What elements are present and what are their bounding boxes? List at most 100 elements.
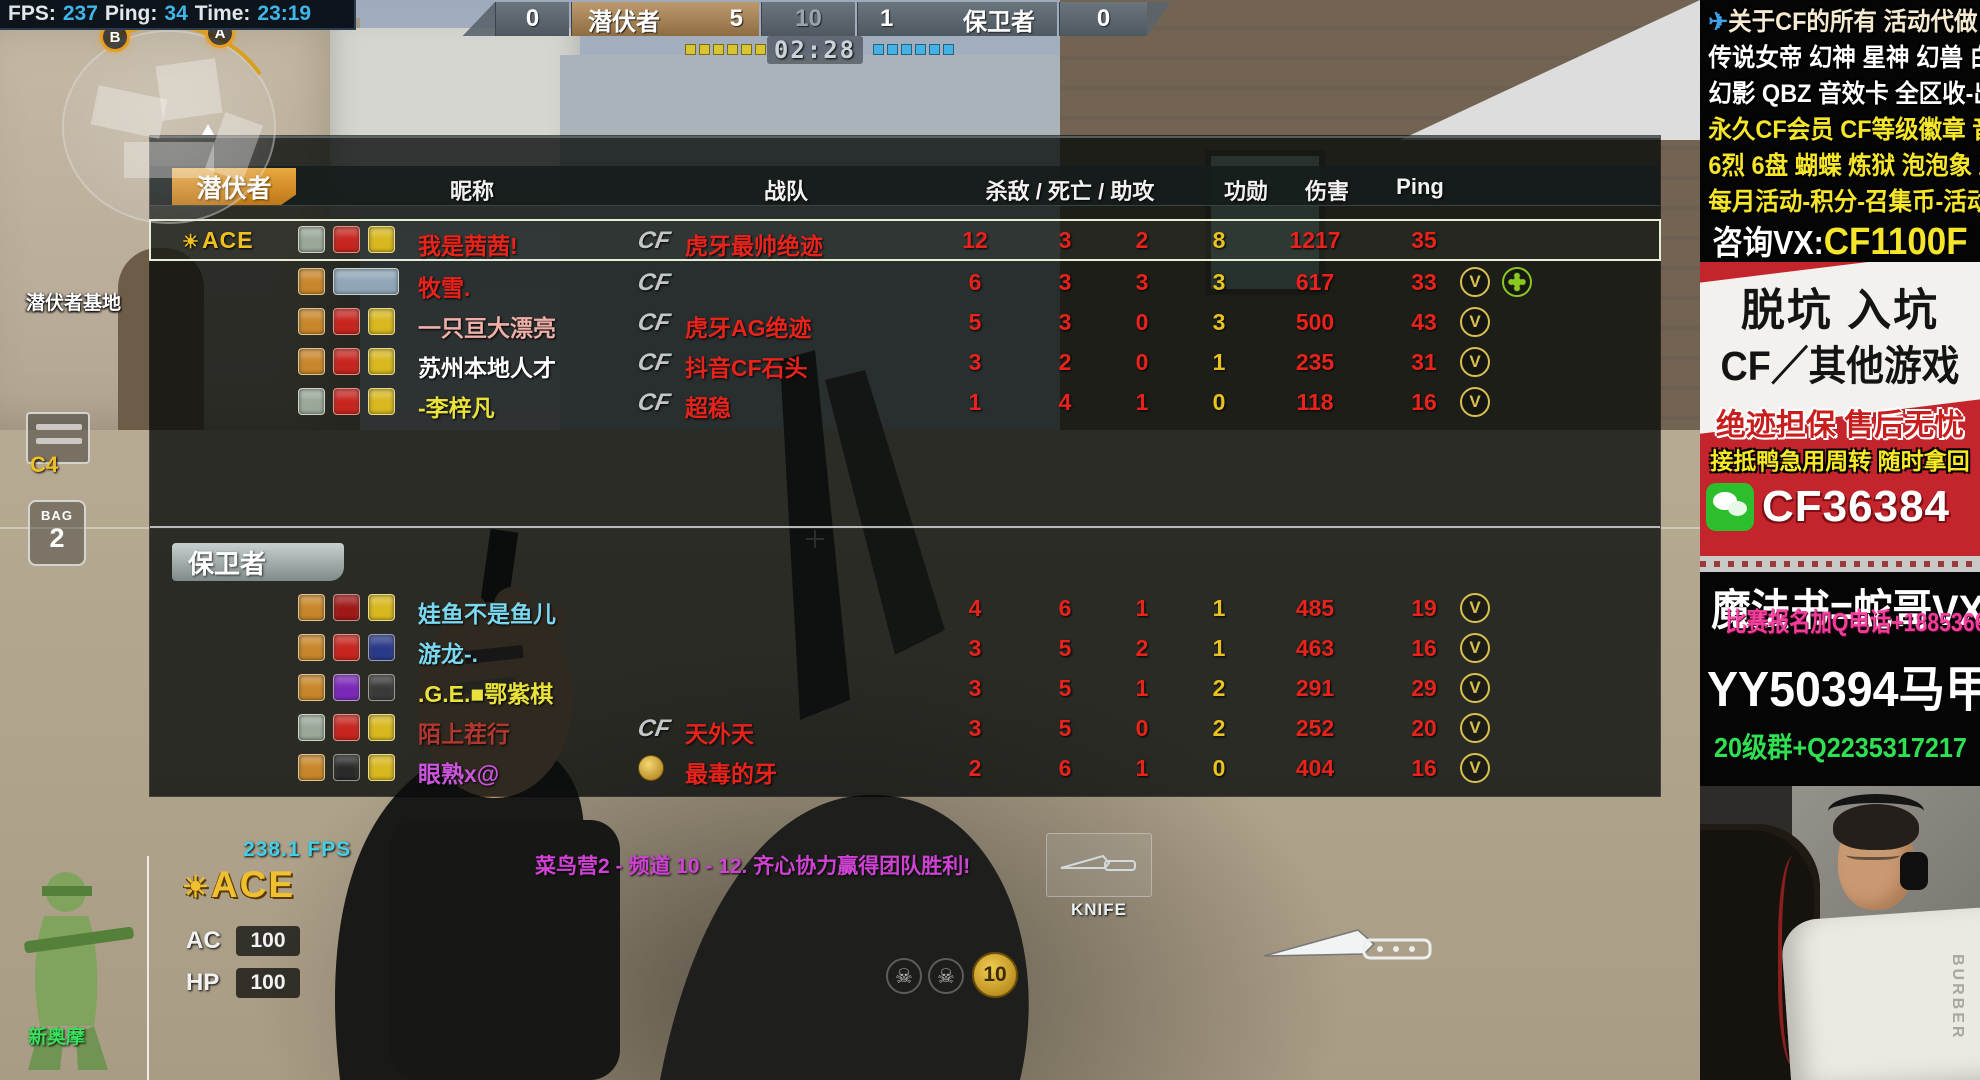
player-medal-icons (298, 226, 395, 253)
team2-score: 1 (880, 5, 894, 32)
c4-detail (36, 424, 82, 430)
medal-badge-icon (333, 226, 360, 253)
health-row: HP 100 (186, 968, 300, 998)
yy-channel-line: YY50394马甲 (1707, 663, 1980, 717)
merit-value: 1 (1212, 595, 1226, 621)
marker-a-label: A (214, 24, 226, 42)
medal-badge-icon (298, 714, 325, 741)
assists-value: 1 (1135, 755, 1149, 781)
ping-value: 43 (1411, 309, 1437, 335)
medal-badge-icon (368, 634, 395, 661)
cf-clan-icon: CF (635, 349, 673, 376)
round-score-header: 0 潜伏者 5 10 1 保卫者 0 02:28 (455, 2, 1175, 64)
team-divider-line (150, 526, 1660, 528)
fps-label: FPS: (8, 2, 56, 25)
wechat-id: CF36384 (1762, 482, 1951, 531)
left-extra-score: 0 (495, 2, 569, 36)
soldier-emblem-label: 新奥摩 (28, 1027, 86, 1048)
tab-team2-label: 保卫者 (188, 548, 267, 579)
team2-round-pips (873, 39, 954, 59)
player-medal-icons (298, 308, 395, 335)
table-row-player: ☀ACE 我是茜茜! CF 虎牙最帅绝迹 12 3 2 8 1217 35 V (149, 219, 1661, 261)
skull-glyph: ☠ (937, 965, 955, 988)
medal-badge-icon (368, 226, 395, 253)
status-bar: FPS: 237 Ping: 34 Time: 23:19 (0, 0, 356, 30)
knife-weapon-icon (1263, 929, 1432, 960)
merit-value: 3 (1212, 269, 1226, 295)
kills-value: 4 (968, 595, 982, 621)
scoreboard-panel (150, 136, 1660, 796)
kills-value: 6 (968, 269, 982, 295)
medal-badge-icon (298, 226, 325, 253)
ping-value: 20 (1411, 715, 1437, 741)
round-timer: 02:28 (767, 36, 863, 64)
player-name: 娃鱼不是鱼儿 (418, 601, 556, 627)
armor-row: AC 100 (186, 926, 300, 956)
clan-name: 最毒的牙 (685, 761, 777, 787)
deaths-value: 6 (1058, 595, 1072, 621)
damage-value: 500 (1295, 309, 1335, 335)
assists-value: 0 (1135, 715, 1149, 741)
consult-label: 咨询VX: (1712, 224, 1824, 261)
armor-value-box: 100 (236, 926, 300, 956)
clan-name: 天外天 (685, 721, 754, 747)
merit-value: 0 (1212, 389, 1226, 415)
ping-value: 33 (1411, 269, 1437, 295)
score-header-wing (462, 2, 495, 36)
damage-value: 252 (1295, 715, 1335, 741)
armor-value: 100 (250, 929, 286, 952)
damage-value: 291 (1295, 675, 1335, 701)
ad-headline: CF／其他游戏 (1720, 343, 1960, 389)
right-extra-score-value: 0 (1096, 5, 1111, 32)
assists-value: 0 (1135, 349, 1149, 375)
medal-badge-icon (333, 714, 360, 741)
wechat-row: CF36384 (1706, 482, 1950, 532)
kill-count-badge: 10 (972, 952, 1018, 998)
table-row-player: 陌上茬行 CF 天外天 3 5 0 2 252 20 V (150, 708, 1660, 748)
ace-star-icon: ☀ (182, 871, 211, 904)
cf-clan-icon: CF (635, 309, 673, 336)
skull-glyph: ☠ (895, 965, 913, 988)
medal-badge-icon (333, 348, 360, 375)
ping-value: 16 (1411, 389, 1437, 415)
ping-value: 35 (1411, 227, 1437, 253)
kills-value: 3 (968, 349, 982, 375)
ping-value: 34 (164, 2, 188, 25)
headphone-band-icon (1828, 794, 1924, 828)
rounds-box: 10 (761, 2, 855, 36)
medal-badge-icon (298, 594, 325, 621)
team1-name: 潜伏者 (588, 8, 660, 36)
deaths-value: 5 (1058, 675, 1072, 701)
separator-strip (1700, 556, 1980, 572)
v-badge-icon: V (1460, 593, 1490, 623)
medal-badge-icon (368, 594, 395, 621)
assists-value: 1 (1135, 389, 1149, 415)
v-badge-icon: V (1460, 673, 1490, 703)
kills-value: 1 (968, 389, 982, 415)
left-extra-score-value: 0 (525, 5, 540, 32)
kill-count-value: 10 (983, 963, 1007, 986)
player-name: 我是茜茜! (418, 233, 518, 259)
cf-clan-icon: CF (635, 269, 673, 296)
time-value: 23:19 (257, 2, 312, 25)
shirt-brand-text: BURBER (1949, 954, 1966, 1041)
fps-counter: 238.1 FPS (243, 838, 352, 861)
magicbook-line: 魔法书=蛇哥VX (1711, 587, 1980, 635)
ace-rank-display: ☀ACE (182, 864, 295, 906)
pink-overlay-line: 比赛报名加Q电话+18853665257 (1725, 607, 1980, 637)
ping-value: 16 (1411, 755, 1437, 781)
ping-value: 31 (1411, 349, 1437, 375)
assists-value: 0 (1135, 309, 1149, 335)
player-medal-icons (298, 754, 395, 781)
streamer-glasses (1846, 848, 1900, 860)
table-row-player: 游龙-. 3 5 2 1 463 16 V (150, 628, 1660, 668)
player-medal-icons (298, 634, 395, 661)
merit-value: 2 (1212, 715, 1226, 741)
ad-text: 每月活动-积分-召集币-活动包出 (1708, 188, 1980, 216)
medal-badge-icon (298, 308, 325, 335)
hud-vertical-line (147, 856, 149, 1080)
bag-number: 2 (49, 523, 65, 553)
channel-message: 菜鸟营2 - 频道 10 - 12. 齐心协力赢得团队胜利! (535, 855, 971, 878)
kills-value: 12 (962, 227, 988, 253)
knife-weapon-slot (1046, 833, 1152, 897)
